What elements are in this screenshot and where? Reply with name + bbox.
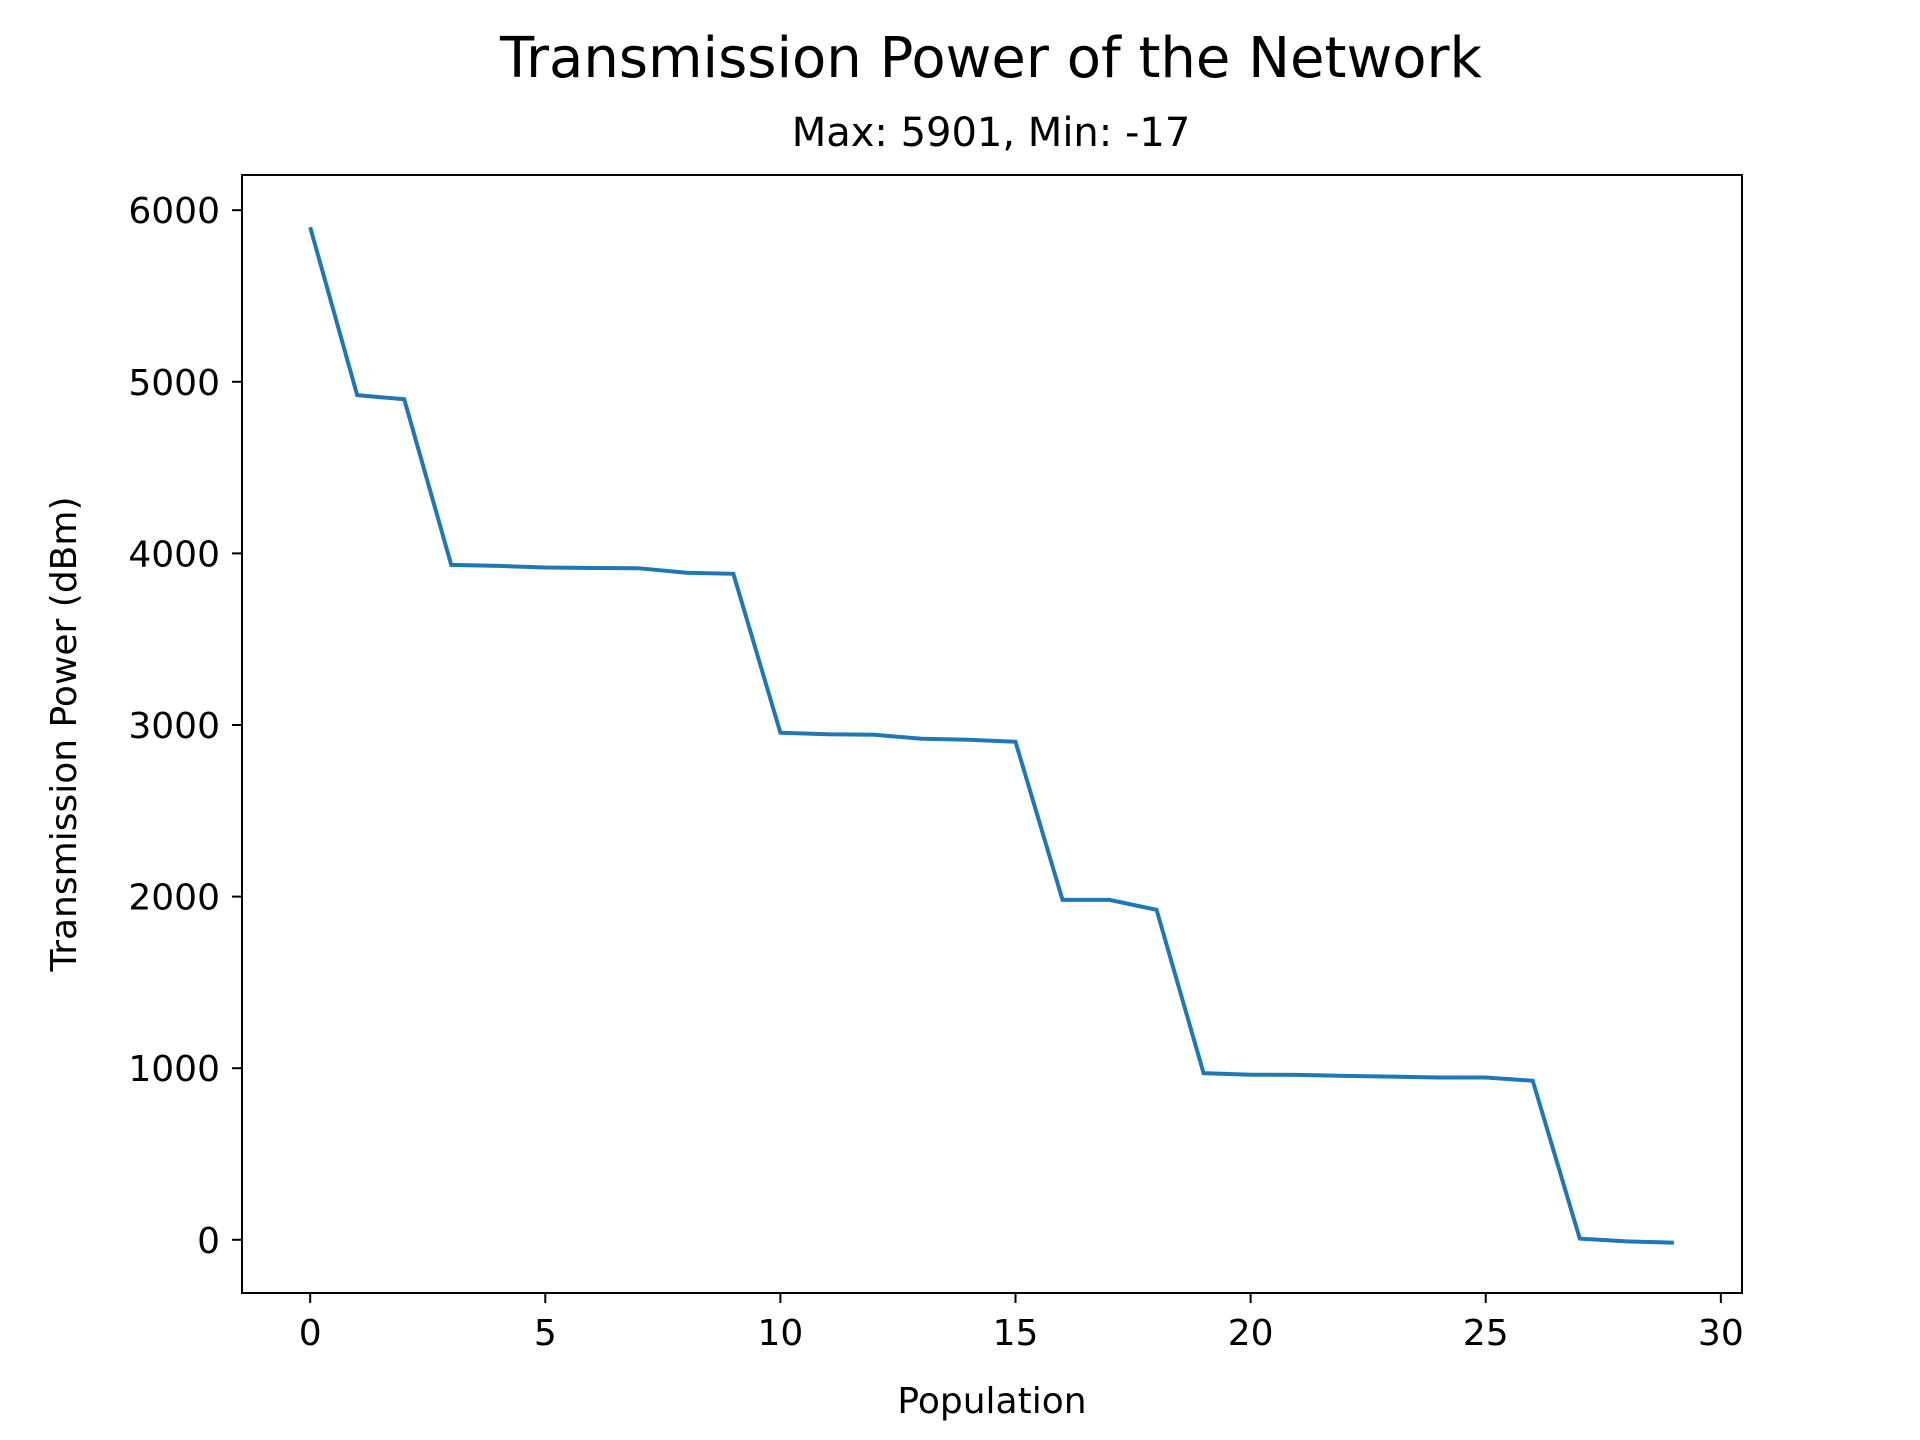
y-tick-label: 5000 xyxy=(128,363,220,404)
x-tick-label: 10 xyxy=(757,1313,803,1354)
series-layer xyxy=(308,226,1674,1245)
x-tick-label: 5 xyxy=(534,1313,557,1354)
series-line xyxy=(308,226,1674,1245)
x-tick-label: 20 xyxy=(1228,1313,1274,1354)
y-tick-label: 4000 xyxy=(128,534,220,575)
y-tick-label: 2000 xyxy=(128,878,220,919)
x-tick-label: 30 xyxy=(1698,1313,1744,1354)
y-axis: 0 1000 2000 3000 4000 5000 6000 xyxy=(128,191,242,1262)
x-tick-label: 0 xyxy=(299,1313,322,1354)
y-tick-label: 1000 xyxy=(128,1049,220,1090)
plot-frame xyxy=(241,174,1743,1294)
y-axis-label: Transmission Power (dBm) xyxy=(44,497,85,973)
chart-title: Transmission Power of the Network xyxy=(499,26,1483,91)
y-tick-label: 0 xyxy=(197,1221,220,1262)
x-axis-label: Population xyxy=(897,1381,1086,1422)
x-tick-label: 15 xyxy=(993,1313,1039,1354)
y-tick-label: 3000 xyxy=(128,706,220,747)
y-tick-label: 6000 xyxy=(128,191,220,232)
x-tick-label: 25 xyxy=(1463,1313,1509,1354)
plot-background xyxy=(242,175,1742,1293)
x-axis: 0 5 10 15 20 25 30 xyxy=(299,1293,1744,1354)
chart-subtitle: Max: 5901, Min: -17 xyxy=(792,110,1191,156)
plot-area: 0 5 10 15 20 25 30 0 1000 2000 3000 4000 5000 6000 xyxy=(128,174,1744,1354)
